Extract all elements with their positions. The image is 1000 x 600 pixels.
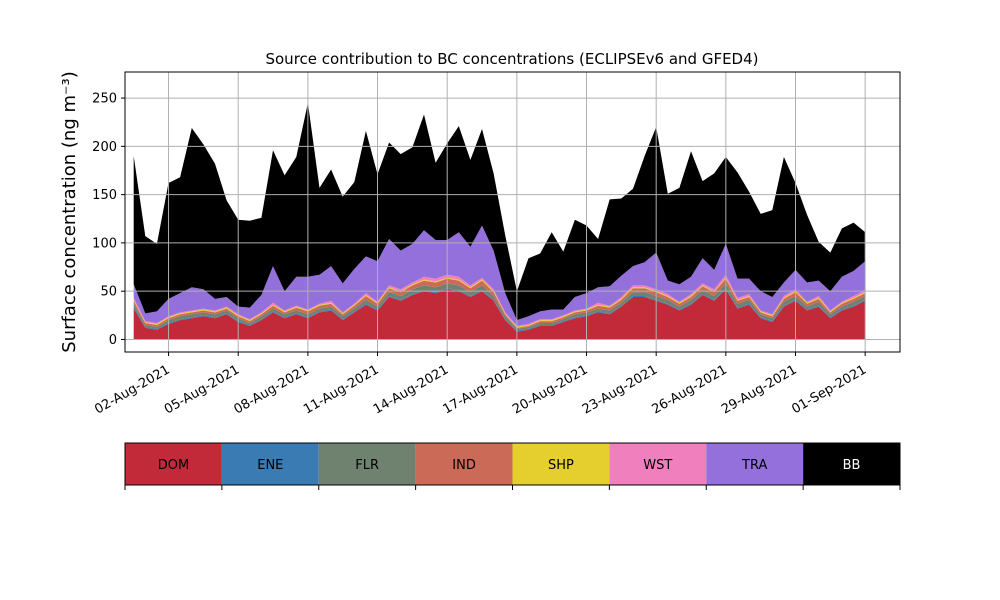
legend-swatch-ind (415, 443, 513, 485)
legend-colorbar: DOM ENE FLR IND SHP WST TRA BB (124, 442, 901, 490)
legend-swatch-tra (706, 443, 804, 485)
area-dom (133, 289, 866, 340)
y-tick-label: 200 (92, 140, 117, 155)
legend-swatch-shp (512, 443, 610, 485)
gridlines (125, 72, 900, 352)
series-areas (133, 102, 866, 340)
area-ind (133, 278, 866, 329)
legend-label-dom: DOM (158, 458, 189, 473)
y-axis-ticks: 0 50 100 150 200 250 (92, 92, 125, 348)
area-flr (133, 283, 866, 331)
area-ene (133, 288, 866, 332)
legend-label-bb: BB (843, 458, 861, 473)
legend-label-wst: WST (643, 458, 672, 473)
plot-frame (124, 71, 901, 353)
area-shp (133, 277, 866, 328)
legend-swatch-flr (318, 443, 416, 485)
y-tick-label: 50 (100, 285, 117, 300)
legend-label-flr: FLR (355, 458, 379, 473)
area-bb (133, 102, 866, 321)
chart-title: Source contribution to BC concentrations… (265, 50, 758, 68)
legend-swatch-dom (125, 443, 222, 485)
y-tick-label: 250 (92, 92, 117, 107)
y-tick-label: 100 (92, 236, 117, 251)
area-tra (133, 225, 866, 326)
legend-label-shp: SHP (548, 458, 574, 473)
legend-label-tra: TRA (741, 458, 767, 473)
legend-swatch-wst (609, 443, 707, 485)
legend-swatch-bb (803, 443, 900, 485)
y-tick-label: 0 (109, 333, 117, 348)
legend-label-ind: IND (452, 458, 476, 473)
y-axis-label: Surface concentration (ng m⁻³) (59, 71, 80, 353)
legend-label-ene: ENE (257, 458, 283, 473)
legend-swatch-ene (221, 443, 319, 485)
y-tick-label: 150 (92, 188, 117, 203)
